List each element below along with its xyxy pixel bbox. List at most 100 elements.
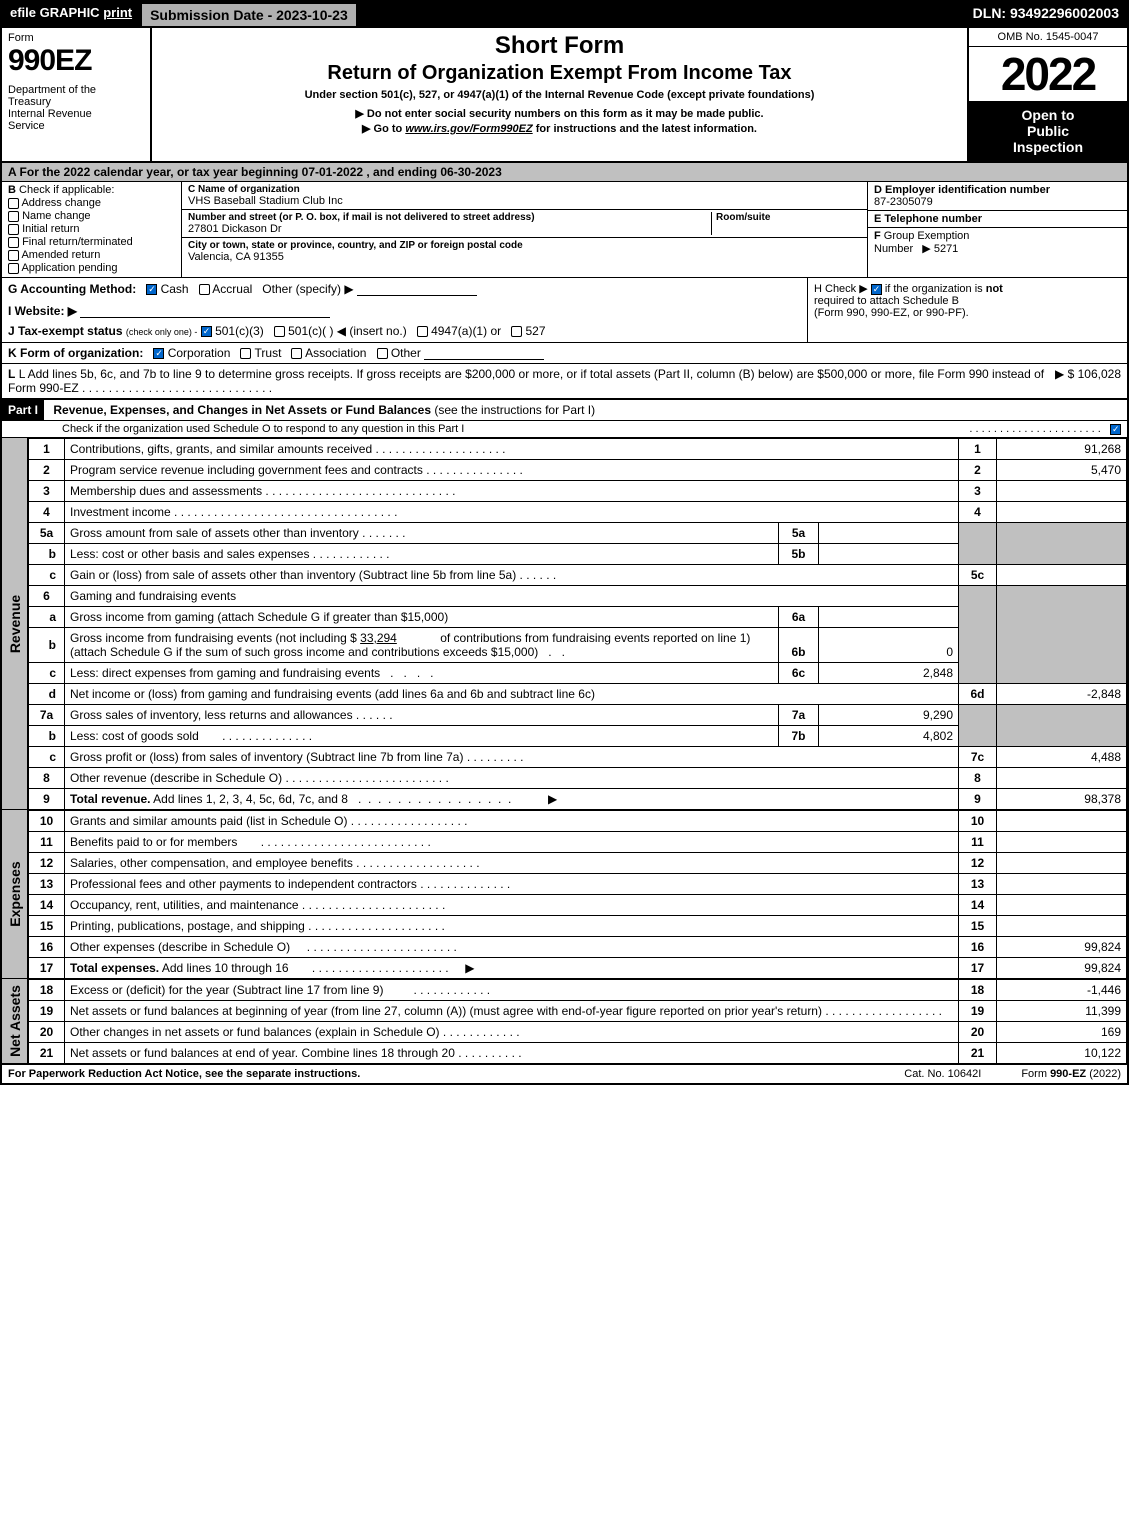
cb-accrual[interactable] <box>199 284 210 295</box>
top-bar: efile GRAPHIC print Submission Date - 20… <box>2 2 1127 28</box>
column-b: B Check if applicable: Address change Na… <box>2 182 182 277</box>
netassets-section: Net Assets 18Excess or (deficit) for the… <box>2 979 1127 1064</box>
h-box: H Check ▶ if the organization is not req… <box>807 278 1127 342</box>
street-address: 27801 Dickason Dr <box>188 223 711 235</box>
line-12: 12Salaries, other compensation, and empl… <box>29 853 1127 874</box>
cb-501c[interactable] <box>274 326 285 337</box>
cb-amended-return[interactable]: Amended return <box>8 249 175 261</box>
print-link[interactable]: print <box>103 5 132 20</box>
cb-trust[interactable] <box>240 348 251 359</box>
form-number: 990EZ <box>8 44 144 78</box>
j-tax-exempt: J Tax-exempt status (check only one) - 5… <box>8 324 801 338</box>
form-label: Form <box>8 32 144 44</box>
cb-4947[interactable] <box>417 326 428 337</box>
goto-post: for instructions and the latest informat… <box>533 123 757 135</box>
department-label: Department of theTreasuryInternal Revenu… <box>8 84 144 132</box>
room-suite: Room/suite <box>711 212 861 235</box>
b-label: B <box>8 184 16 196</box>
line-7c: c Gross profit or (loss) from sales of i… <box>29 747 1127 768</box>
c-city-label: City or town, state or province, country… <box>188 240 861 251</box>
cb-501c3[interactable] <box>201 326 212 337</box>
line-4: 4 Investment income . . . . . . . . . . … <box>29 502 1127 523</box>
c-street-label: Number and street (or P. O. box, if mail… <box>188 212 711 223</box>
line-3: 3 Membership dues and assessments . . . … <box>29 481 1127 502</box>
c-name-row: C Name of organization VHS Baseball Stad… <box>182 182 867 210</box>
d-ein: D Employer identification number 87-2305… <box>868 182 1127 211</box>
line-6d: d Net income or (loss) from gaming and f… <box>29 684 1127 705</box>
cb-other-org[interactable] <box>377 348 388 359</box>
open-to-public: Open toPublicInspection <box>969 101 1127 161</box>
i-website: I Website: ▶ <box>8 304 801 318</box>
cb-corporation[interactable] <box>153 348 164 359</box>
ein-value: 87-2305079 <box>874 196 1121 208</box>
other-specify-input[interactable] <box>357 284 477 296</box>
cb-cash[interactable] <box>146 284 157 295</box>
efile-label: efile GRAPHIC <box>10 5 100 20</box>
cb-application-pending[interactable]: Application pending <box>8 262 175 274</box>
cb-final-return[interactable]: Final return/terminated <box>8 236 175 248</box>
part1-header-row: Part I Revenue, Expenses, and Changes in… <box>2 400 1127 421</box>
header-center: Short Form Return of Organization Exempt… <box>152 28 967 161</box>
cb-h-not-required[interactable] <box>871 284 882 295</box>
part1-title: Revenue, Expenses, and Changes in Net As… <box>47 400 601 420</box>
other-org-input[interactable] <box>424 348 544 360</box>
expenses-section: Expenses 10Grants and similar amounts pa… <box>2 810 1127 979</box>
column-c: C Name of organization VHS Baseball Stad… <box>182 182 867 277</box>
line-21: 21Net assets or fund balances at end of … <box>29 1043 1127 1064</box>
efile-graphic-print[interactable]: efile GRAPHIC print <box>2 2 140 28</box>
k-form-of-org: K Form of organization: Corporation Trus… <box>2 343 1127 364</box>
netassets-tab: Net Assets <box>2 979 28 1064</box>
short-form-title: Short Form <box>160 32 959 60</box>
netassets-table: 18Excess or (deficit) for the year (Subt… <box>28 979 1127 1064</box>
return-title: Return of Organization Exempt From Incom… <box>160 62 959 85</box>
expenses-table: 10Grants and similar amounts paid (list … <box>28 810 1127 979</box>
revenue-tab: Revenue <box>2 438 28 810</box>
do-not-enter: ▶ Do not enter social security numbers o… <box>160 107 959 120</box>
org-name: VHS Baseball Stadium Club Inc <box>188 195 861 207</box>
line-2: 2 Program service revenue including gove… <box>29 460 1127 481</box>
goto-line: ▶ Go to www.irs.gov/Form990EZ for instru… <box>160 122 959 135</box>
line-1: 1 Contributions, gifts, grants, and simi… <box>29 439 1127 460</box>
goto-link[interactable]: www.irs.gov/Form990EZ <box>405 123 532 135</box>
line-16: 16Other expenses (describe in Schedule O… <box>29 937 1127 958</box>
line-8: 8 Other revenue (describe in Schedule O)… <box>29 768 1127 789</box>
line-6: 6 Gaming and fundraising events <box>29 586 1127 607</box>
f-group-exemption: F Group ExemptionNumber ▶ 5271 <box>868 228 1127 257</box>
c-city-row: City or town, state or province, country… <box>182 238 867 265</box>
revenue-table: 1 Contributions, gifts, grants, and simi… <box>28 438 1127 810</box>
line-20: 20Other changes in net assets or fund ba… <box>29 1022 1127 1043</box>
website-input[interactable] <box>80 306 330 318</box>
column-de: D Employer identification number 87-2305… <box>867 182 1127 277</box>
e-telephone: E Telephone number <box>868 211 1127 228</box>
cb-name-change[interactable]: Name change <box>8 210 175 222</box>
footer: For Paperwork Reduction Act Notice, see … <box>2 1064 1127 1083</box>
line-17: 17Total expenses. Add lines 10 through 1… <box>29 958 1127 979</box>
l-gross-receipts: L L Add lines 5b, 6c, and 7b to line 9 t… <box>2 364 1127 400</box>
cb-association[interactable] <box>291 348 302 359</box>
group-exemption-value: 5271 <box>934 243 958 255</box>
cb-address-change[interactable]: Address change <box>8 197 175 209</box>
form-header: Form 990EZ Department of theTreasuryInte… <box>2 28 1127 163</box>
cb-527[interactable] <box>511 326 522 337</box>
revenue-section: Revenue 1 Contributions, gifts, grants, … <box>2 438 1127 810</box>
g-accounting: G Accounting Method: Cash Accrual Other … <box>8 282 801 296</box>
cb-initial-return[interactable]: Initial return <box>8 223 175 235</box>
line-14: 14Occupancy, rent, utilities, and mainte… <box>29 895 1127 916</box>
line-15: 15Printing, publications, postage, and s… <box>29 916 1127 937</box>
part1-label: Part I <box>2 400 44 420</box>
submission-date: Submission Date - 2023-10-23 <box>140 2 358 28</box>
omb-number: OMB No. 1545-0047 <box>969 28 1127 47</box>
tax-year: 2022 <box>969 47 1127 101</box>
ghi-left: G Accounting Method: Cash Accrual Other … <box>2 278 807 342</box>
cb-schedule-o[interactable] <box>1110 424 1121 435</box>
line-19: 19Net assets or fund balances at beginni… <box>29 1001 1127 1022</box>
l-amount: ▶ $ 106,028 <box>1055 367 1121 395</box>
line-10: 10Grants and similar amounts paid (list … <box>29 811 1127 832</box>
dln: DLN: 93492296002003 <box>965 2 1127 28</box>
form-ref: Form 990-EZ (2022) <box>1021 1068 1121 1080</box>
line-7a: 7a Gross sales of inventory, less return… <box>29 705 1127 726</box>
under-section: Under section 501(c), 527, or 4947(a)(1)… <box>160 89 959 101</box>
header-left: Form 990EZ Department of theTreasuryInte… <box>2 28 152 161</box>
c-name-label: C Name of organization <box>188 184 861 195</box>
line-11: 11Benefits paid to or for members . . . … <box>29 832 1127 853</box>
